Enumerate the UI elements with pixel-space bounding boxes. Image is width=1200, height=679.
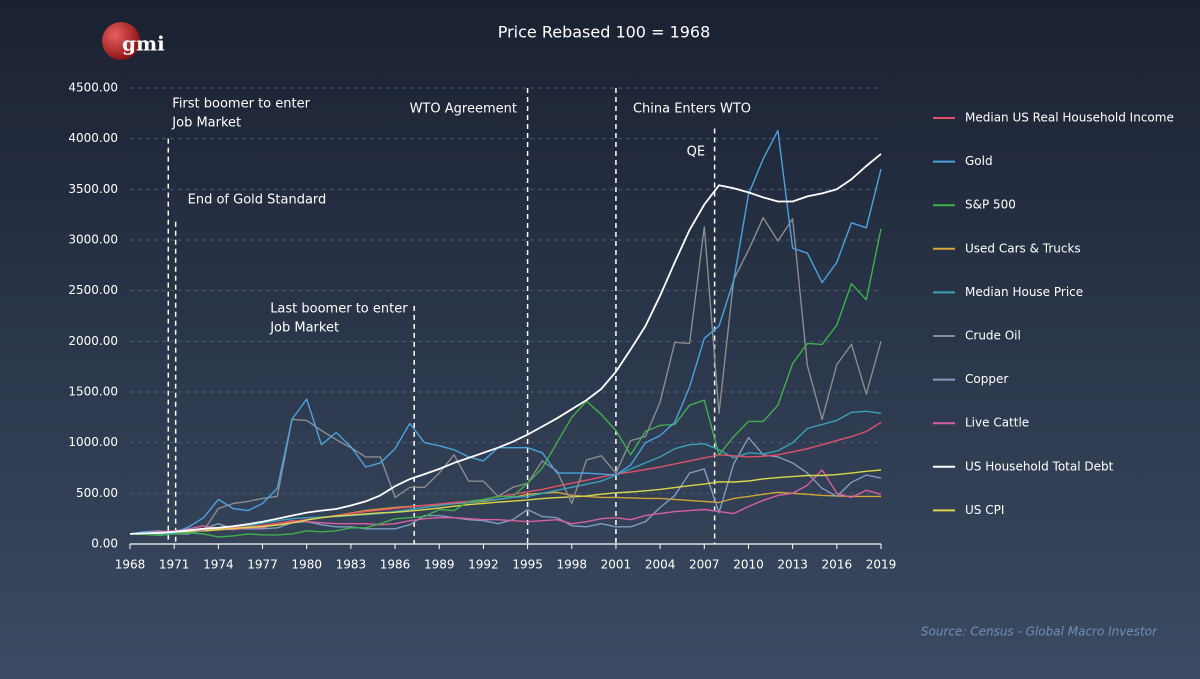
y-tick-label: 2500.00 [68, 283, 118, 297]
annotation-text: End of Gold Standard [188, 193, 327, 208]
x-tick-label: 1977 [247, 558, 278, 572]
x-tick-label: 1983 [336, 558, 367, 572]
annotation-text: First boomer to enter [172, 97, 310, 112]
series-line [129, 228, 882, 538]
legend-label: Copper [965, 372, 1008, 386]
series-line [129, 469, 882, 535]
x-tick-label: 2013 [777, 558, 808, 572]
x-tick-label: 2016 [822, 558, 853, 572]
legend-label: US Household Total Debt [965, 459, 1114, 473]
logo-globe [102, 22, 140, 60]
y-tick-label: 3500.00 [68, 182, 118, 196]
y-tick-label: 1000.00 [68, 435, 118, 449]
legend-label: Used Cars & Trucks [965, 241, 1081, 255]
x-tick-label: 2007 [689, 558, 720, 572]
chart-title: Price Rebased 100 = 1968 [498, 23, 711, 42]
y-tick-label: 3000.00 [68, 233, 118, 247]
legend-label: Gold [965, 154, 993, 168]
x-tick-label: 1980 [291, 558, 322, 572]
annotation-text: Job Market [171, 116, 241, 131]
annotation-text: Last boomer to enter [270, 302, 408, 317]
legend-label: US CPI [965, 503, 1004, 517]
x-tick-label: 1986 [380, 558, 411, 572]
legend-label: Median House Price [965, 285, 1083, 299]
annotation-text: Job Market [269, 321, 339, 336]
series-line [129, 410, 882, 535]
y-tick-label: 1500.00 [68, 385, 118, 399]
legend-label: Median US Real Household Income [965, 111, 1174, 125]
annotation-text: China Enters WTO [633, 102, 751, 117]
logo: gmi [122, 32, 165, 56]
x-tick-label: 2019 [866, 558, 897, 572]
x-tick-label: 2010 [733, 558, 764, 572]
series-line [129, 469, 882, 535]
y-tick-label: 500.00 [76, 486, 118, 500]
x-tick-label: 1992 [468, 558, 499, 572]
x-tick-label: 1968 [115, 558, 146, 572]
y-tick-label: 4000.00 [68, 131, 118, 145]
series-line [129, 436, 882, 535]
x-tick-label: 2001 [601, 558, 632, 572]
source: Source: Census - Global Macro Investor [921, 625, 1158, 639]
x-tick-label: 1995 [512, 558, 543, 572]
x-tick-label: 1974 [203, 558, 234, 572]
y-tick-label: 2000.00 [68, 334, 118, 348]
series-line [129, 217, 882, 535]
annotation-text: WTO Agreement [410, 102, 517, 117]
x-tick-label: 1989 [424, 558, 455, 572]
y-tick-label: 0.00 [91, 537, 118, 551]
annotation-text: QE [687, 145, 705, 160]
series-line [129, 129, 882, 535]
series-line [129, 153, 882, 535]
legend-label: S&P 500 [965, 198, 1016, 212]
x-tick-label: 1971 [159, 558, 190, 572]
x-tick-label: 1998 [556, 558, 587, 572]
legend-label: Live Cattle [965, 416, 1029, 430]
x-tick-label: 2004 [645, 558, 676, 572]
legend-label: Crude Oil [965, 329, 1021, 343]
y-tick-label: 4500.00 [68, 81, 118, 95]
series-line [129, 421, 882, 535]
